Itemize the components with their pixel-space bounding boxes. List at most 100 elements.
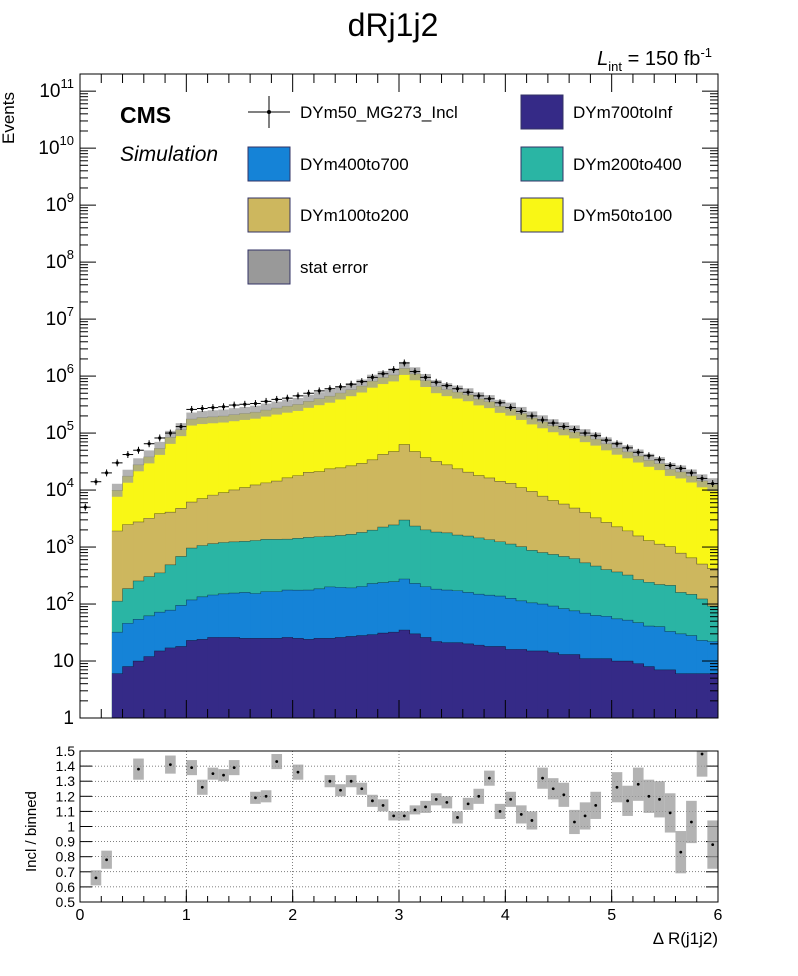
error-box — [186, 412, 197, 426]
bar-DYm700toInf — [420, 637, 432, 718]
ratio-point — [690, 820, 693, 824]
error-box — [664, 462, 676, 476]
x-tick-label: 5 — [607, 907, 616, 924]
error-box — [260, 403, 272, 417]
simulation-label: Simulation — [120, 143, 218, 166]
y-tick-label: 107 — [46, 304, 74, 330]
bar-DYm700toInf — [622, 661, 634, 718]
ratio-point — [487, 776, 491, 780]
bar-DYm700toInf — [367, 634, 379, 718]
ratio-point — [424, 805, 427, 809]
ratio-y-tick-label: 0.8 — [56, 849, 76, 865]
y-tick-label: 1010 — [38, 133, 74, 159]
x-tick-label: 6 — [714, 907, 723, 924]
error-box — [271, 401, 283, 415]
y-tick-label: 103 — [46, 532, 74, 558]
marker-point — [455, 387, 460, 391]
y-tick-label: 1 — [63, 708, 74, 729]
ratio-point — [275, 760, 279, 763]
ratio-y-tick-label: 1.4 — [56, 758, 76, 774]
marker-point — [232, 403, 236, 407]
error-box — [154, 441, 166, 455]
bar-DYm700toInf — [133, 661, 145, 718]
ratio-point — [551, 787, 555, 791]
bar-DYm700toInf — [218, 637, 230, 718]
legend-swatch — [247, 146, 291, 182]
bar-DYm700toInf — [165, 647, 177, 718]
ratio-y-tick-label: 1.2 — [56, 788, 76, 804]
marker-point — [253, 401, 258, 406]
marker-point — [94, 480, 98, 484]
marker-point — [158, 436, 162, 440]
ratio-error-box — [696, 751, 708, 777]
ratio-frame — [79, 750, 719, 903]
ratio-point — [456, 816, 459, 819]
legend-swatch — [520, 94, 564, 130]
error-box — [239, 406, 251, 420]
bar-DYm700toInf — [473, 645, 485, 718]
y-tick-label: 10 — [53, 651, 74, 672]
marker-point — [402, 361, 406, 365]
error-box — [643, 453, 655, 467]
ratio-point — [466, 802, 470, 806]
error-box — [430, 380, 442, 394]
marker-point — [413, 369, 417, 374]
bar-DYm700toInf — [590, 658, 602, 718]
ratio-point — [615, 785, 619, 789]
legend-entry: DYm400to700 — [247, 146, 409, 182]
marker-point — [530, 414, 534, 418]
bar-DYm700toInf — [356, 635, 368, 718]
x-tick-label: 3 — [395, 907, 404, 924]
x-tick-label: 4 — [501, 907, 510, 924]
bar-DYm700toInf — [515, 649, 527, 718]
marker-point — [594, 434, 598, 438]
y-tick-label: 102 — [46, 589, 74, 615]
bar-DYm700toInf — [303, 639, 315, 718]
bar-DYm700toInf — [196, 639, 208, 718]
error-box — [196, 411, 208, 425]
bar-DYm700toInf — [505, 649, 517, 718]
ratio-point — [541, 776, 544, 780]
x-tick-label: 2 — [288, 907, 297, 924]
ratio-point — [371, 799, 374, 803]
ratio-point — [296, 770, 300, 774]
legend: DYm50_MG273_Incl DYm700toInf DYm400to700 DY… — [247, 94, 682, 285]
error-box — [632, 449, 644, 463]
marker-point — [349, 382, 353, 386]
ratio-y-axis-label: Incl / binned — [23, 791, 40, 872]
error-box — [207, 410, 219, 424]
error-box — [218, 409, 229, 423]
marker-point — [466, 390, 470, 394]
marker-point — [307, 391, 311, 395]
bar-DYm700toInf — [526, 650, 538, 718]
error-box — [143, 450, 155, 464]
marker-point — [540, 418, 545, 422]
ratio-y-tick-label: 1.3 — [56, 773, 76, 789]
ratio-point — [381, 803, 385, 807]
ratio-point — [254, 796, 257, 800]
ratio-plot: 0.50.60.70.80.911.11.21.31.41.50 1 2 3 4 5 6 — [56, 743, 723, 924]
marker-point — [179, 424, 183, 429]
outline-DYm100to200 — [111, 444, 718, 569]
ratio-point — [137, 767, 140, 771]
error-box — [611, 441, 623, 455]
y-tick-label: 1011 — [39, 76, 74, 102]
ratio-point — [349, 779, 353, 783]
marker-point — [115, 461, 119, 465]
marker-point — [562, 424, 566, 429]
bar-DYm700toInf — [452, 642, 464, 718]
ratio-point — [328, 779, 332, 783]
legend-entry: stat error — [247, 249, 368, 285]
outline-DYm700toInf — [111, 629, 718, 674]
bar-DYm700toInf — [569, 654, 581, 718]
bar-DYm700toInf — [282, 637, 294, 718]
error-box — [441, 383, 453, 397]
bar-DYm700toInf — [122, 666, 134, 718]
bar-DYm700toInf — [335, 637, 347, 718]
bar-DYm700toInf — [271, 638, 283, 718]
ratio-point — [232, 766, 236, 770]
bar-DYm700toInf — [643, 666, 655, 718]
legend-label: DYm400to700 — [300, 155, 409, 174]
marker-point — [498, 401, 502, 405]
ratio-point — [445, 800, 449, 804]
